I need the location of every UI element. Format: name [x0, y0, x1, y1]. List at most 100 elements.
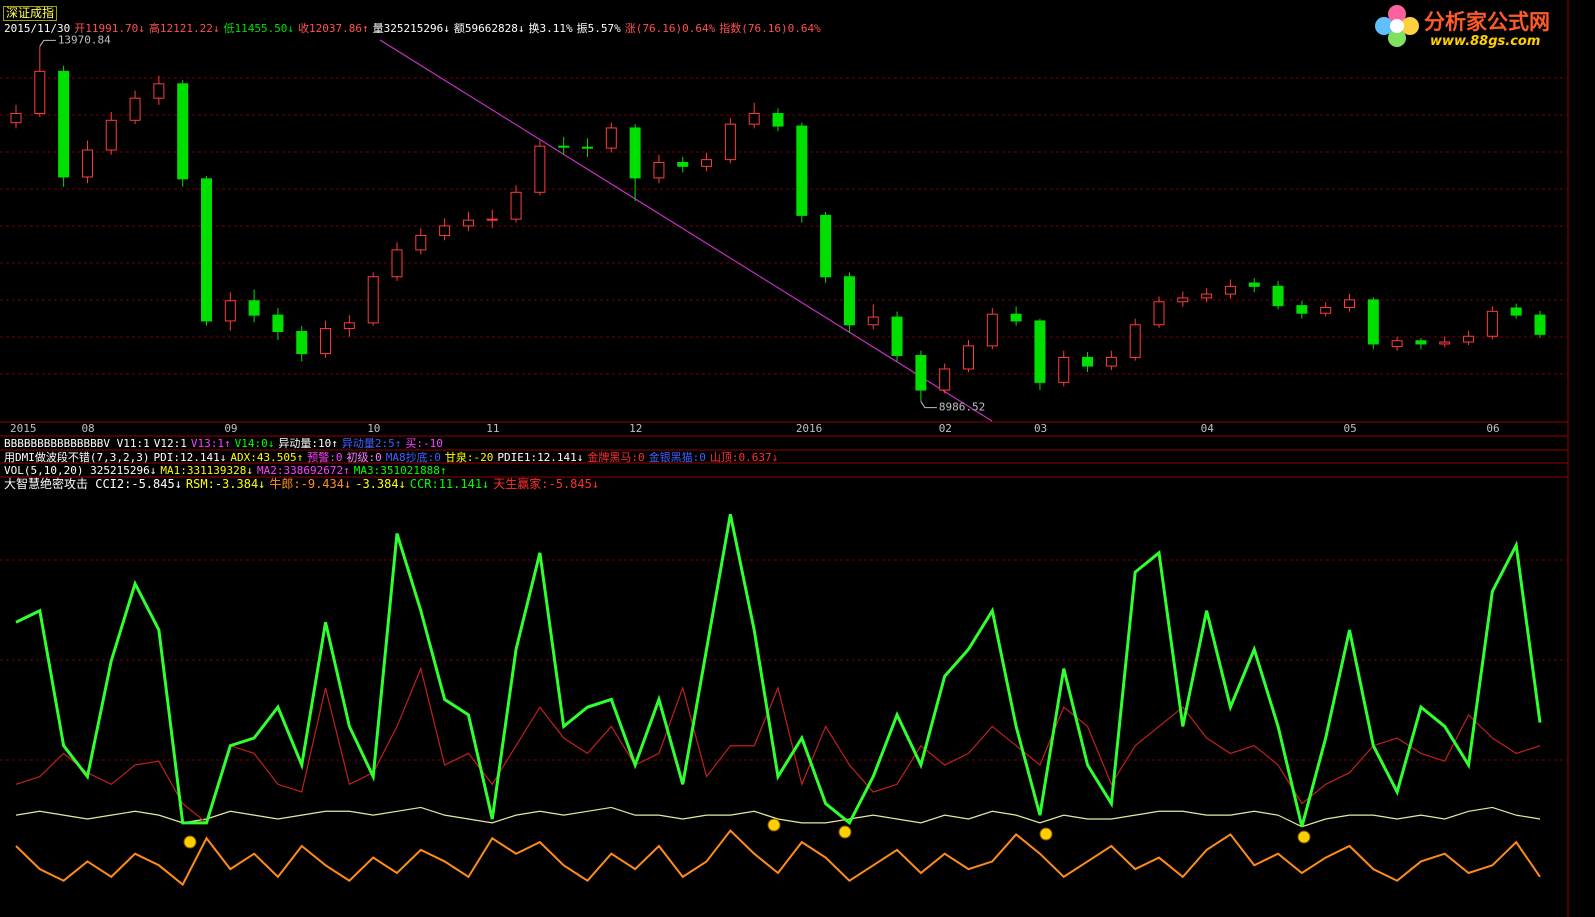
- candle-body: [1082, 356, 1094, 367]
- x-tick-label: 06: [1486, 422, 1499, 435]
- candle-body: [582, 146, 593, 149]
- indicator-value: 振5.57%: [576, 22, 621, 35]
- indicator-value: RSM:-3.384↓: [185, 477, 266, 491]
- x-tick-label: 09: [224, 422, 237, 435]
- candle-body: [510, 191, 522, 220]
- indicator-row: BBBBBBBBBBBBBBBV V11:1 V12:1 V13:1↑ V14:0↓ 异…: [4, 437, 447, 450]
- x-tick-label: 05: [1344, 422, 1357, 435]
- indicator-line: [15, 829, 1541, 887]
- grid-lines: [0, 77, 1568, 761]
- candle-body: [439, 225, 451, 236]
- logo-icon: [1375, 5, 1419, 47]
- candle-body: [1439, 341, 1451, 345]
- indicator-value: MA8抄底:0: [385, 451, 441, 464]
- indicator-value: VOL(5,10,20) 325215296↓: [4, 464, 157, 477]
- indicator-value: 开11991.70↓: [74, 22, 145, 35]
- candle-body: [1463, 335, 1475, 343]
- indicator-value: 甘泉:-20: [444, 451, 494, 464]
- candle-body: [81, 149, 93, 178]
- indicator-value: PDI:12.141↓: [153, 451, 227, 464]
- candle-body: [415, 234, 427, 251]
- indicator-value: 初级:0: [346, 451, 382, 464]
- indicator-value: BBBBBBBBBBBBBBBV V11:1: [4, 437, 150, 450]
- candle-body: [391, 249, 403, 278]
- x-tick-label: 2016: [796, 422, 823, 435]
- candle-body: [320, 328, 332, 355]
- indicator-value: MA2:338692672↑: [257, 464, 350, 477]
- x-tick-label: 12: [629, 422, 642, 435]
- indicator-value: 用DMI做波段不错(7,3,2,3): [4, 451, 150, 464]
- candle-body: [296, 330, 308, 355]
- candle-body: [1034, 320, 1046, 383]
- logo-name: 分析家公式网: [1424, 10, 1550, 34]
- indicator-value: 额59662828↓: [453, 22, 525, 35]
- x-tick-label: 04: [1201, 422, 1215, 435]
- indicator-value: 低11455.50↓: [223, 22, 295, 35]
- candle-body: [701, 159, 713, 167]
- candle-body: [1320, 307, 1332, 314]
- indicator-value: 山顶:0.637↓: [709, 451, 779, 464]
- candle-body: [963, 345, 974, 370]
- indicator-value: 指数(76.16)0.64%: [719, 22, 821, 35]
- candle-body: [1391, 340, 1403, 347]
- indicator-value: 涨(76.16)0.64%: [624, 22, 716, 35]
- candle-body: [820, 214, 832, 278]
- x-tick-label: 11: [486, 422, 499, 435]
- symbol-title: 深证成指: [3, 6, 58, 21]
- candle-body: [605, 127, 617, 149]
- candle-body: [248, 300, 260, 316]
- candle-body: [1153, 301, 1165, 326]
- indicator-value: MA1:331139328↓: [160, 464, 254, 477]
- candle-body: [105, 119, 117, 151]
- signal-icons: [183, 818, 1311, 849]
- indicator-value: 收12037.86↑: [298, 22, 369, 35]
- indicator-row: 大智慧绝密攻击 CCI2:-5.845↓ RSM:-3.384↓ 牛郎:-9.434…: [4, 478, 603, 491]
- candle-body: [677, 161, 689, 167]
- x-tick-label: 10: [367, 422, 380, 435]
- candle-body: [558, 145, 570, 148]
- indicator-value: 大智慧绝密攻击 CCI2:-5.845↓: [4, 477, 182, 491]
- candle-body: [1201, 293, 1213, 299]
- indicator-value: 异动量2:5↑: [341, 437, 402, 450]
- annotation-leader: [920, 401, 937, 409]
- candle-body: [177, 83, 189, 180]
- annotation-label: 8986.52: [939, 401, 985, 414]
- candle-body: [1534, 314, 1546, 335]
- indicator-value: ADX:43.505↑: [230, 451, 304, 464]
- logo-url: www.88gs.com: [1430, 34, 1541, 49]
- candle-body: [915, 355, 927, 391]
- candle-body: [153, 83, 165, 99]
- candle-body: [201, 178, 212, 322]
- indicator-value: 换3.11%: [528, 22, 573, 35]
- candle-body: [1367, 299, 1379, 345]
- indicator-row: 用DMI做波段不错(7,3,2,3) PDI:12.141↓ ADX:43.505↑…: [4, 451, 782, 464]
- annotation-label: 13970.84: [58, 33, 111, 46]
- candle-body: [534, 145, 546, 193]
- candle-body: [1177, 297, 1189, 303]
- indicator-row: VOL(5,10,20) 325215296↓ MA1:331139328↓ MA2…: [4, 464, 450, 477]
- candle-body: [986, 313, 998, 347]
- indicator-line: [15, 806, 1541, 828]
- candle-body: [1510, 307, 1522, 316]
- candle-body: [129, 97, 141, 121]
- annotation-leader: [39, 39, 56, 47]
- logo: 分析家公式网 www.88gs.com: [1372, 2, 1562, 50]
- candle-body: [1415, 340, 1427, 345]
- candle-body: [1224, 285, 1236, 295]
- indicator-value: 天生赢家:-5.845↓: [493, 477, 600, 491]
- candle-body: [34, 70, 46, 115]
- trend-line: [379, 39, 993, 422]
- indicator-value: V14:0↓: [234, 437, 275, 450]
- indicator-value: CCR:11.141↓: [409, 477, 490, 491]
- candle-body: [1010, 313, 1022, 322]
- candle-body: [939, 368, 951, 391]
- candle-body: [10, 113, 22, 124]
- indicator-value: 金牌黑马:0: [587, 451, 645, 464]
- candle-body: [486, 218, 498, 221]
- candle-body: [724, 123, 736, 161]
- indicator-line: [15, 666, 1541, 824]
- candle-body: [1272, 285, 1284, 307]
- indicator-line: [15, 513, 1542, 828]
